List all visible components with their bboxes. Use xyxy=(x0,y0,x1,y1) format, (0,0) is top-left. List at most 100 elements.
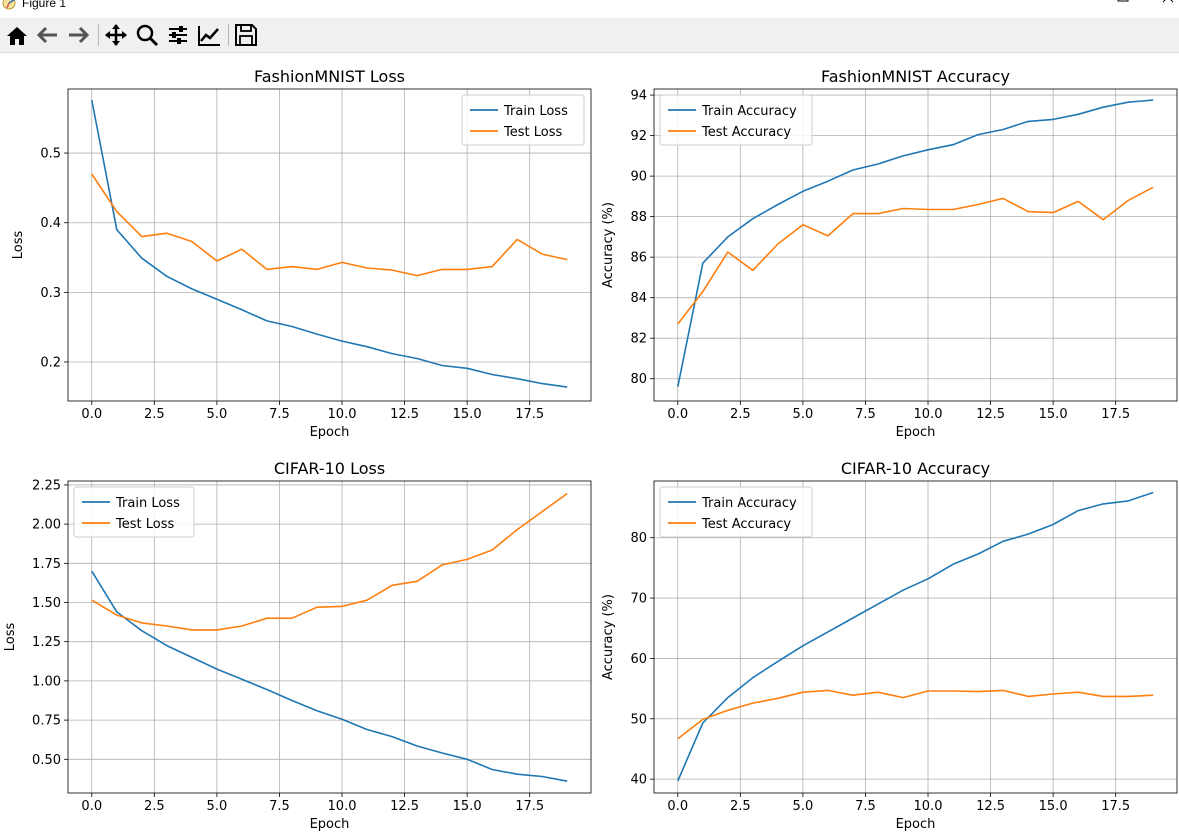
y-tick-label: 0.75 xyxy=(32,714,61,729)
x-tick-label: 15.0 xyxy=(1039,407,1068,422)
legend-label: Test Accuracy xyxy=(701,517,791,532)
x-tick-label: 2.5 xyxy=(730,799,751,814)
y-tick-label: 90 xyxy=(630,170,647,185)
x-tick-label: 10.0 xyxy=(914,799,943,814)
chart-2: 0.0 2.5 5.0 7.5 10.0 12.5 15.0 17.5 80 82 84 86 88 90… xyxy=(601,67,1178,440)
x-tick-label: 7.5 xyxy=(855,799,876,814)
y-tick-label: 92 xyxy=(630,129,647,144)
y-tick-label: 0.3 xyxy=(40,286,61,301)
chart-3: 0.0 2.5 5.0 7.5 10.0 12.5 15.0 17.5 0.50 0.75 1.00… xyxy=(3,459,592,832)
figure-canvas: 0.0 2.5 5.0 7.5 10.0 12.5 15.0 17.5 0.2 0.3 0.4 0.5… xyxy=(3,67,1178,832)
maximize-icon[interactable] xyxy=(1108,0,1138,9)
x-tick-label: 5.0 xyxy=(207,407,228,422)
home-icon xyxy=(7,27,27,45)
y-axis-label: Loss xyxy=(3,623,18,652)
y-tick-label: 0.4 xyxy=(40,216,61,231)
y-tick-label: 80 xyxy=(630,372,647,387)
toolbar-separator xyxy=(228,24,229,46)
close-icon[interactable] xyxy=(1153,0,1179,9)
x-tick-label: 7.5 xyxy=(855,407,876,422)
x-tick-label: 0.0 xyxy=(667,799,688,814)
axes-frame xyxy=(653,88,1178,402)
x-tick-label: 7.5 xyxy=(269,799,290,814)
legend-label: Test Loss xyxy=(503,125,562,140)
x-axis-label: Epoch xyxy=(310,817,350,832)
chart-title: FashionMNIST Loss xyxy=(254,67,405,86)
x-tick-label: 10.0 xyxy=(328,799,357,814)
pan-move-icon xyxy=(105,24,127,46)
y-tick-label: 60 xyxy=(630,652,647,667)
legend-label: Test Accuracy xyxy=(701,125,791,140)
x-tick-label: 5.0 xyxy=(207,799,228,814)
y-tick-label: 0.5 xyxy=(40,147,61,162)
x-tick-label: 0.0 xyxy=(81,799,102,814)
series-line-test xyxy=(91,492,568,631)
y-tick-label: 0.2 xyxy=(40,356,61,371)
x-tick-label: 0.0 xyxy=(81,407,102,422)
x-tick-label: 12.5 xyxy=(976,407,1005,422)
y-tick-label: 84 xyxy=(630,291,647,306)
x-axis-label: Epoch xyxy=(896,425,936,440)
x-tick-label: 17.5 xyxy=(1101,407,1130,422)
x-tick-label: 2.5 xyxy=(730,407,751,422)
x-tick-label: 2.5 xyxy=(144,799,165,814)
x-tick-label: 17.5 xyxy=(1101,799,1130,814)
x-tick-label: 5.0 xyxy=(793,407,814,422)
x-tick-label: 17.5 xyxy=(515,407,544,422)
toolbar-separator xyxy=(98,24,99,46)
x-tick-label: 12.5 xyxy=(390,407,419,422)
legend-label: Train Loss xyxy=(503,104,568,119)
y-tick-label: 0.50 xyxy=(32,753,61,768)
navigation-toolbar xyxy=(0,18,1179,53)
save-button[interactable] xyxy=(232,21,260,49)
chart-4: 0.0 2.5 5.0 7.5 10.0 12.5 15.0 17.5 40 50 60 70 80 CI… xyxy=(601,459,1178,832)
axes-frame xyxy=(653,480,1178,794)
series-line-test xyxy=(91,173,568,277)
chart-title: CIFAR-10 Accuracy xyxy=(841,459,990,478)
legend-box xyxy=(659,486,813,538)
x-axis-label: Epoch xyxy=(310,425,350,440)
y-tick-label: 86 xyxy=(630,251,647,266)
configure-subplots-button[interactable] xyxy=(164,21,192,49)
save-floppy-icon xyxy=(235,24,257,46)
axes-frame xyxy=(67,88,592,402)
edit-axes-button[interactable] xyxy=(195,21,223,49)
x-tick-label: 15.0 xyxy=(1039,799,1068,814)
series-line-train xyxy=(677,491,1154,782)
legend: Train Accuracy Test Accuracy xyxy=(659,486,813,538)
x-tick-label: 10.0 xyxy=(914,407,943,422)
zoom-magnifier-icon xyxy=(136,24,159,47)
legend-label: Train Accuracy xyxy=(701,104,797,119)
x-axis-label: Epoch xyxy=(896,817,936,832)
home-button[interactable] xyxy=(3,21,31,49)
back-arrow-icon xyxy=(36,26,57,44)
forward-button[interactable] xyxy=(64,21,92,49)
y-tick-label: 80 xyxy=(630,531,647,546)
edit-axes-icon xyxy=(198,26,220,46)
y-tick-label: 1.25 xyxy=(32,635,61,650)
legend-label: Train Accuracy xyxy=(701,496,797,511)
legend: Train Loss Test Loss xyxy=(73,486,195,538)
pan-button[interactable] xyxy=(102,21,130,49)
x-tick-label: 12.5 xyxy=(390,799,419,814)
y-tick-label: 40 xyxy=(630,773,647,788)
x-tick-label: 7.5 xyxy=(269,407,290,422)
y-axis-label: Accuracy (%) xyxy=(601,594,616,680)
subplots-configure-icon xyxy=(169,26,187,44)
y-tick-label: 88 xyxy=(630,210,647,225)
legend-label: Test Loss xyxy=(115,517,174,532)
forward-arrow-icon xyxy=(69,26,90,44)
series-line-train xyxy=(91,570,568,782)
y-tick-label: 1.50 xyxy=(32,596,61,611)
axes-frame xyxy=(67,480,592,794)
y-tick-label: 1.00 xyxy=(32,674,61,689)
y-tick-label: 2.25 xyxy=(32,478,61,493)
back-button[interactable] xyxy=(34,21,62,49)
legend-label: Train Loss xyxy=(115,496,180,511)
minimize-icon[interactable] xyxy=(1064,0,1094,9)
x-tick-label: 15.0 xyxy=(453,799,482,814)
y-axis-label: Loss xyxy=(11,231,26,260)
chart-title: FashionMNIST Accuracy xyxy=(821,67,1010,86)
zoom-button[interactable] xyxy=(133,21,161,49)
legend-box xyxy=(659,94,813,146)
